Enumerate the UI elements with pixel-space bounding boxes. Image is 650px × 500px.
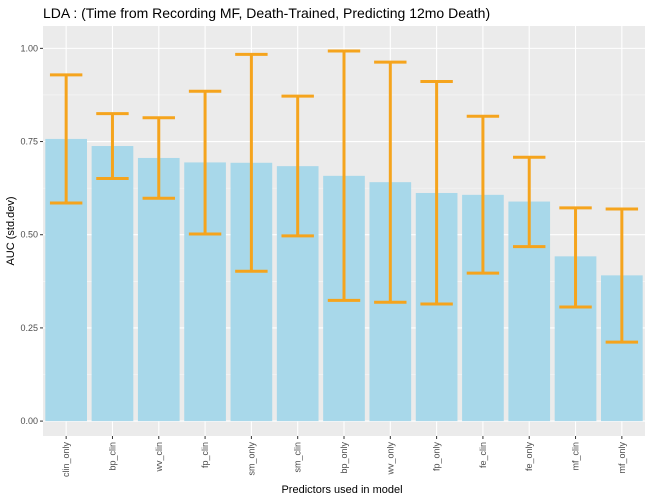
chart-title: LDA : (Time from Recording MF, Death-Tra… (43, 5, 490, 21)
bar-bp_clin (91, 146, 134, 422)
y-axis: 0.00 0.25 0.50 0.75 1.00 (20, 43, 43, 426)
x-tick-label: wv_clin (154, 442, 164, 473)
x-tick-label: bp_only (339, 442, 349, 474)
x-tick-label: mf_only (617, 442, 627, 474)
error-bar-sm_only (235, 52, 268, 273)
x-tick-label: bp_clin (107, 442, 117, 471)
error-bar-fp_clin (188, 89, 222, 236)
error-bar-fe_only (513, 155, 546, 249)
x-tick-label: wv_only (385, 442, 395, 476)
error-bar-clin_only (49, 73, 83, 205)
error-bar-bp_only (327, 49, 361, 302)
x-axis: clin_only bp_clin wv_clin fp_clin sm_only sm_… (61, 436, 627, 477)
x-tick-label: sm_clin (293, 442, 303, 473)
x-tick-label: fe_clin (478, 442, 488, 468)
error-bar-mf_clin (559, 206, 592, 309)
x-tick-label: fe_only (524, 442, 534, 472)
x-tick-label: fp_clin (200, 442, 210, 468)
y-axis-label: AUC (std.dev) (5, 196, 17, 265)
error-bar-wv_only (374, 60, 407, 304)
bar-wv_clin (137, 157, 180, 422)
x-tick-label: clin_only (61, 442, 71, 478)
y-tick-label: 0.75 (20, 137, 38, 147)
y-tick-label: 1.00 (20, 43, 38, 53)
error-bar-bp_clin (96, 112, 129, 180)
x-tick-label: fp_only (432, 442, 442, 472)
error-bars (49, 49, 639, 344)
error-bar-sm_clin (281, 94, 314, 238)
y-tick-label: 0.00 (20, 416, 38, 426)
error-bar-fe_clin (466, 114, 500, 275)
x-tick-label: sm_only (246, 442, 256, 476)
x-axis-label: Predictors used in model (281, 484, 402, 496)
x-tick-label: mf_clin (571, 442, 581, 471)
error-bar-wv_clin (142, 116, 175, 200)
y-tick-label: 0.50 (20, 230, 38, 240)
y-tick-label: 0.25 (20, 323, 38, 333)
error-bar-mf_only (605, 207, 639, 344)
error-bar-fp_only (420, 80, 453, 306)
bars (45, 138, 643, 422)
